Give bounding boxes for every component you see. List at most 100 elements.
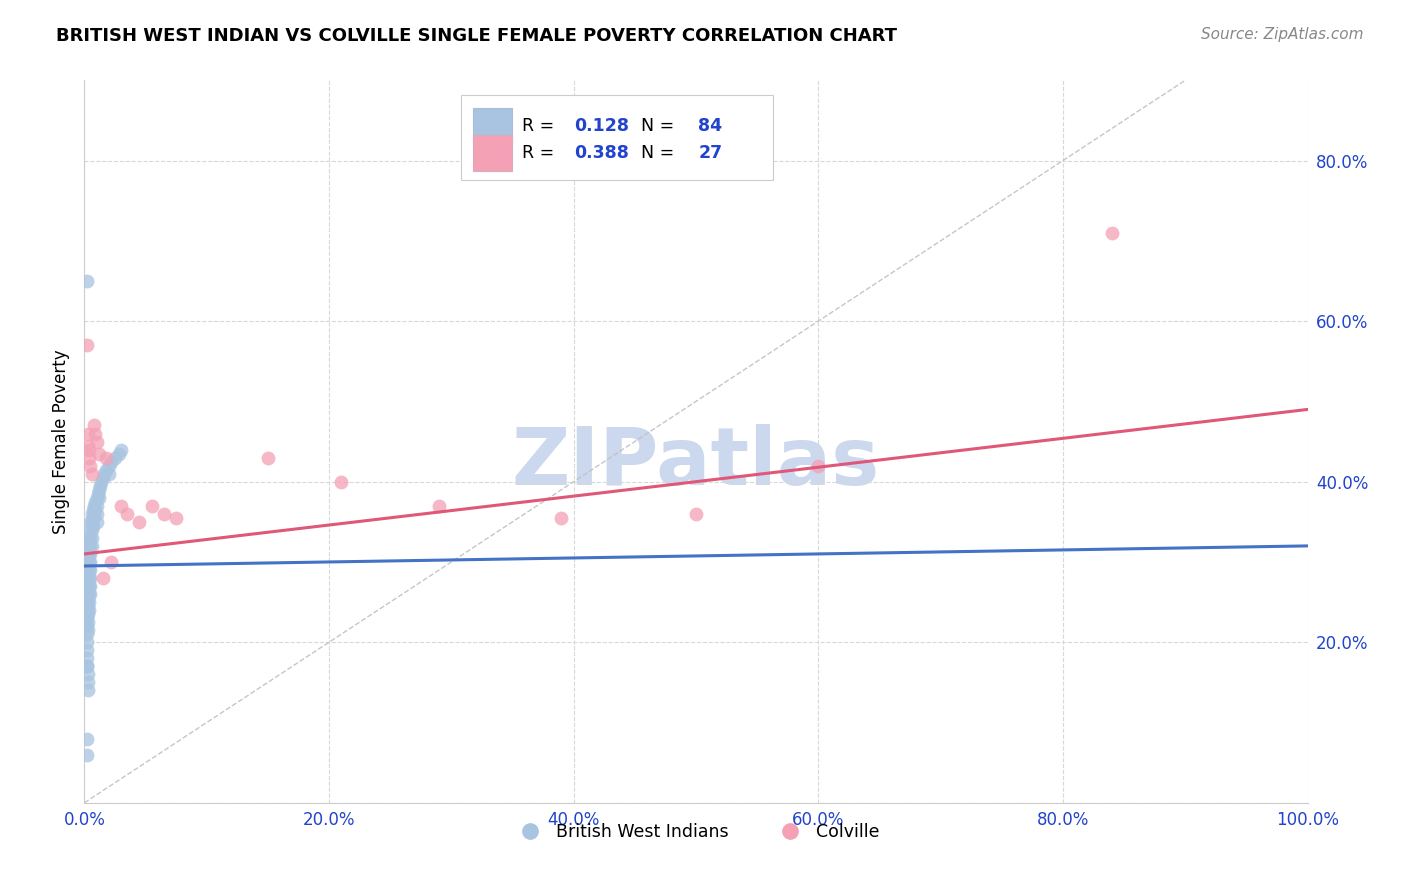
Point bbox=[76, 595, 98, 609]
Point bbox=[77, 555, 100, 569]
Point bbox=[86, 515, 108, 529]
Text: 0.128: 0.128 bbox=[574, 117, 628, 135]
Point bbox=[807, 458, 830, 473]
Point bbox=[96, 462, 118, 476]
Point bbox=[128, 515, 150, 529]
Point bbox=[97, 458, 120, 473]
Point bbox=[87, 483, 110, 497]
Point bbox=[79, 515, 101, 529]
Text: BRITISH WEST INDIAN VS COLVILLE SINGLE FEMALE POVERTY CORRELATION CHART: BRITISH WEST INDIAN VS COLVILLE SINGLE F… bbox=[56, 27, 897, 45]
Point bbox=[77, 550, 100, 566]
Point bbox=[77, 667, 100, 681]
Point bbox=[77, 571, 100, 585]
Point bbox=[83, 499, 105, 513]
Point bbox=[77, 438, 100, 452]
Text: R =: R = bbox=[522, 117, 560, 135]
Point bbox=[90, 475, 112, 489]
Point bbox=[100, 454, 122, 469]
Point bbox=[141, 499, 163, 513]
Point bbox=[77, 563, 100, 577]
Point bbox=[91, 571, 114, 585]
Point bbox=[87, 446, 110, 460]
Point bbox=[80, 507, 103, 521]
Point bbox=[76, 547, 98, 561]
Point bbox=[77, 547, 100, 561]
Point bbox=[89, 478, 111, 492]
Point bbox=[257, 450, 280, 465]
Point bbox=[83, 507, 105, 521]
Point bbox=[84, 502, 107, 516]
Point bbox=[82, 518, 104, 533]
Point bbox=[77, 587, 100, 601]
Point bbox=[96, 450, 118, 465]
Point bbox=[93, 467, 115, 481]
Point bbox=[87, 486, 110, 500]
Point bbox=[76, 587, 98, 601]
Point bbox=[110, 499, 132, 513]
Point bbox=[77, 615, 100, 630]
Point bbox=[76, 747, 98, 762]
Point bbox=[84, 426, 107, 441]
Point bbox=[86, 491, 108, 505]
Point bbox=[165, 510, 187, 524]
FancyBboxPatch shape bbox=[474, 108, 513, 144]
Point bbox=[79, 579, 101, 593]
Point bbox=[87, 491, 110, 505]
Point bbox=[84, 494, 107, 508]
Point bbox=[330, 475, 353, 489]
Point bbox=[86, 499, 108, 513]
Text: R =: R = bbox=[522, 145, 560, 162]
Y-axis label: Single Female Poverty: Single Female Poverty bbox=[52, 350, 70, 533]
Point bbox=[76, 338, 98, 352]
Text: N =: N = bbox=[630, 145, 679, 162]
Point bbox=[91, 470, 114, 484]
Text: 0.388: 0.388 bbox=[574, 145, 628, 162]
Point bbox=[77, 583, 100, 598]
Point bbox=[79, 547, 101, 561]
Point bbox=[110, 442, 132, 457]
Point bbox=[79, 458, 101, 473]
Text: ZIPatlas: ZIPatlas bbox=[512, 425, 880, 502]
Text: 84: 84 bbox=[699, 117, 723, 135]
Point bbox=[76, 627, 98, 641]
Point bbox=[79, 571, 101, 585]
Point bbox=[77, 558, 100, 574]
Point bbox=[76, 603, 98, 617]
Text: Source: ZipAtlas.com: Source: ZipAtlas.com bbox=[1201, 27, 1364, 42]
Point bbox=[77, 595, 100, 609]
Point bbox=[104, 450, 127, 465]
Point bbox=[77, 450, 100, 465]
Point bbox=[80, 539, 103, 553]
Text: 27: 27 bbox=[699, 145, 723, 162]
Point bbox=[79, 587, 101, 601]
Point bbox=[77, 591, 100, 605]
Point bbox=[77, 574, 100, 589]
Point bbox=[80, 523, 103, 537]
Text: N =: N = bbox=[630, 117, 679, 135]
Point bbox=[77, 623, 100, 637]
Point bbox=[153, 507, 176, 521]
Point bbox=[79, 555, 101, 569]
Point bbox=[83, 418, 105, 433]
Point bbox=[77, 539, 100, 553]
Point bbox=[86, 507, 108, 521]
Point bbox=[77, 426, 100, 441]
Point bbox=[76, 579, 98, 593]
FancyBboxPatch shape bbox=[474, 136, 513, 171]
Point bbox=[76, 659, 98, 673]
Point bbox=[79, 523, 101, 537]
Point bbox=[79, 563, 101, 577]
Point bbox=[76, 555, 98, 569]
Point bbox=[80, 515, 103, 529]
Point bbox=[79, 539, 101, 553]
Point bbox=[76, 643, 98, 657]
Point bbox=[76, 611, 98, 625]
Point bbox=[97, 467, 120, 481]
Point bbox=[77, 675, 100, 690]
Point bbox=[76, 571, 98, 585]
Point bbox=[1101, 226, 1123, 240]
Point bbox=[107, 446, 129, 460]
FancyBboxPatch shape bbox=[461, 95, 773, 180]
Point bbox=[76, 563, 98, 577]
Point bbox=[77, 607, 100, 621]
